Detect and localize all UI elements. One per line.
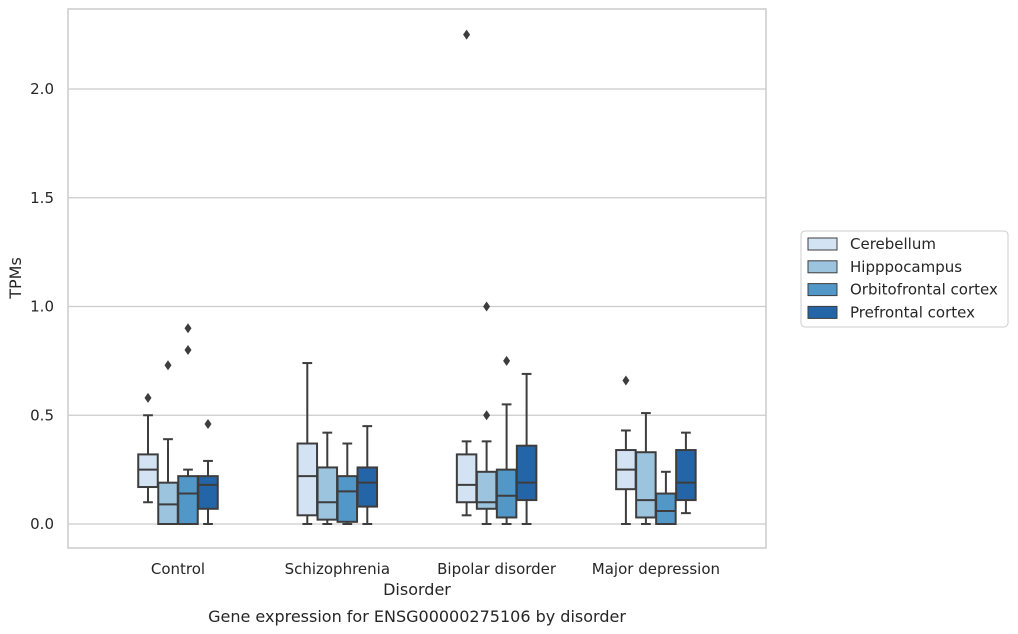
box-body — [197, 475, 219, 510]
box-hipppocampus — [635, 412, 657, 525]
outlier-point — [503, 355, 511, 366]
x-tick-label: Control — [151, 560, 205, 578]
box-prefrontal-cortex — [197, 418, 219, 525]
plot-frame — [67, 8, 767, 549]
x-tick-label: Schizophrenia — [285, 560, 390, 578]
box-body — [655, 492, 677, 525]
outlier-point — [483, 410, 491, 421]
box-cerebellum — [455, 29, 478, 517]
box-orbitofrontal-cortex — [177, 323, 199, 525]
gridlines — [68, 88, 766, 525]
box-hipppocampus — [316, 431, 339, 525]
legend: Cerebellum Hipppocampus Orbitofrontal cort… — [800, 230, 1009, 328]
outlier-point — [463, 29, 471, 40]
legend-item: Hipppocampus — [807, 258, 962, 276]
box-body — [675, 449, 697, 502]
box-body — [177, 475, 199, 525]
box-body — [157, 481, 179, 525]
legend-item: Prefrontal cortex — [807, 303, 975, 321]
box-body — [336, 475, 359, 523]
y-tick-label: 1.0 — [30, 298, 54, 316]
box-body — [495, 468, 518, 519]
box-body — [137, 453, 159, 489]
box-cerebellum — [137, 392, 159, 504]
legend-swatch — [807, 237, 838, 251]
box-orbitofrontal-cortex — [655, 470, 677, 525]
outlier-point — [184, 323, 192, 334]
box-orbitofrontal-cortex — [495, 355, 518, 525]
box-body — [296, 442, 319, 517]
box-hipppocampus — [475, 301, 498, 525]
y-tick-label: 0.0 — [30, 515, 54, 533]
box-prefrontal-cortex — [356, 425, 379, 525]
outlier-point — [622, 375, 630, 386]
plot-boxes — [137, 29, 697, 525]
y-tick-label: 1.5 — [30, 189, 54, 207]
legend-frame — [800, 230, 1009, 328]
legend-label: Cerebellum — [850, 235, 936, 253]
x-axis-ticks: Control Schizophrenia Bipolar disorder Majo… — [151, 560, 720, 578]
box-orbitofrontal-cortex — [336, 442, 359, 525]
x-axis-label: Disorder — [383, 580, 451, 599]
box-body — [515, 444, 538, 502]
legend-label: Hipppocampus — [850, 258, 962, 276]
box-prefrontal-cortex — [675, 431, 697, 515]
outlier-point — [144, 392, 152, 403]
outlier-point — [483, 301, 491, 312]
y-axis-label: TPMs — [6, 257, 25, 300]
legend-label: Prefrontal cortex — [850, 303, 975, 321]
y-axis-ticks: 0.0 0.5 1.0 1.5 2.0 — [30, 80, 54, 533]
legend-swatch — [807, 305, 838, 319]
box-cerebellum — [615, 375, 637, 525]
legend-swatch — [807, 283, 838, 297]
box-hipppocampus — [157, 360, 179, 525]
box-cerebellum — [296, 362, 319, 525]
x-tick-label: Major depression — [592, 560, 720, 578]
box-prefrontal-cortex — [515, 372, 538, 525]
y-tick-label: 2.0 — [30, 80, 54, 98]
legend-item: Cerebellum — [807, 235, 936, 253]
outlier-point — [184, 345, 192, 355]
box-body — [455, 453, 478, 504]
y-tick-label: 0.5 — [30, 406, 54, 424]
legend-item: Orbitofrontal cortex — [807, 281, 998, 299]
box-body — [635, 451, 657, 519]
outlier-point — [204, 418, 212, 429]
box-body — [356, 466, 379, 508]
box-body — [316, 466, 339, 521]
outlier-point — [164, 360, 172, 371]
x-tick-label: Bipolar disorder — [437, 560, 557, 578]
chart-caption: Gene expression for ENSG00000275106 by d… — [208, 607, 626, 626]
legend-label: Orbitofrontal cortex — [850, 281, 998, 299]
legend-swatch — [807, 260, 838, 274]
